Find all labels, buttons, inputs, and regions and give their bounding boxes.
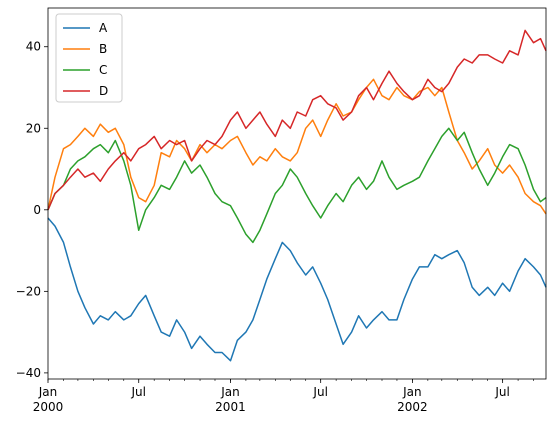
y-tick-label: 0	[33, 203, 41, 217]
y-tick-label: −40	[16, 366, 41, 380]
x-tick-label: Jul	[312, 385, 327, 399]
series-line-C	[47, 127, 547, 244]
x-tick-label: Jan	[220, 385, 240, 399]
legend-label-B: B	[99, 42, 107, 56]
x-tick-label: Jul	[130, 385, 145, 399]
y-tick-label: 40	[26, 40, 41, 54]
y-axis: −40 −20 0 20 40	[16, 40, 48, 380]
x-tick-label: Jul	[494, 385, 509, 399]
x-tick-label: Jan	[38, 385, 58, 399]
x-tick-year-label: 2000	[33, 400, 64, 414]
x-tick-year-label: 2002	[397, 400, 428, 414]
legend-label-C: C	[99, 63, 107, 77]
x-tick-label: Jan	[402, 385, 422, 399]
series-line-D	[47, 29, 547, 211]
series-line-B	[47, 78, 547, 215]
y-tick-label: 20	[26, 121, 41, 135]
legend-label-A: A	[99, 21, 108, 35]
series-line-A	[47, 217, 547, 362]
series-lines	[47, 29, 547, 362]
y-tick-label: −20	[16, 284, 41, 298]
plot-frame	[47, 7, 547, 380]
x-tick-year-label: 2001	[215, 400, 246, 414]
legend-label-D: D	[99, 84, 108, 98]
legend-box	[55, 13, 123, 103]
